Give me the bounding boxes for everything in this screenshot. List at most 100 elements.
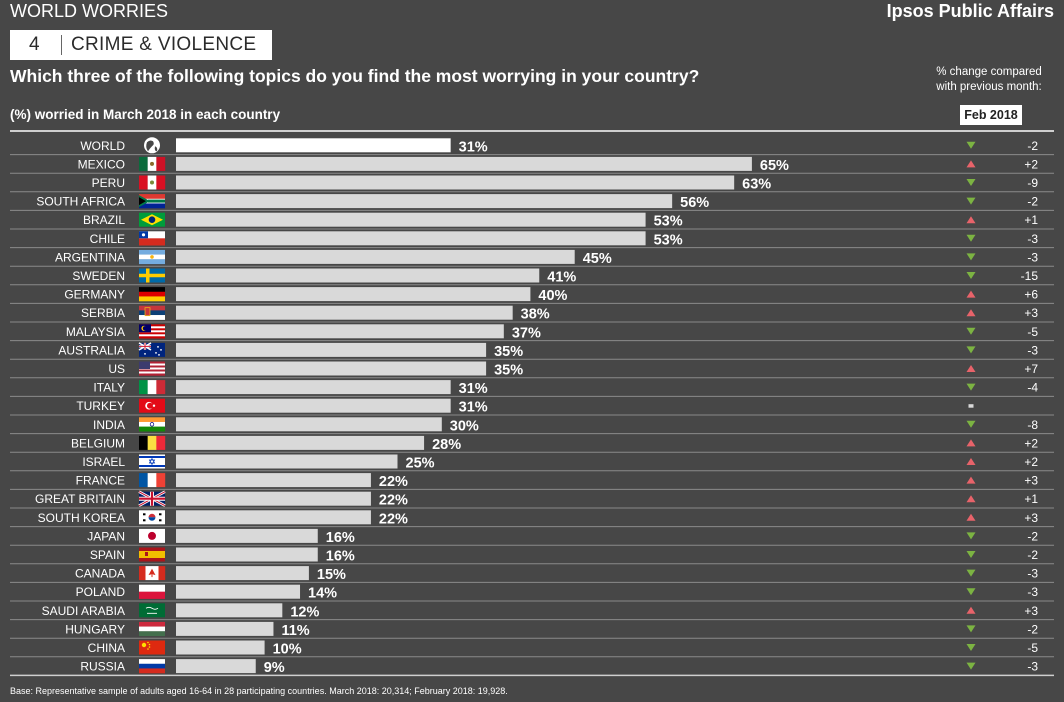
header-divider bbox=[10, 130, 1054, 132]
change-value: -9 bbox=[1027, 176, 1038, 190]
change-up-icon bbox=[966, 365, 976, 372]
bar bbox=[176, 454, 398, 469]
bar bbox=[176, 640, 265, 655]
change-value: -2 bbox=[1027, 622, 1038, 636]
change-value: +3 bbox=[1024, 474, 1038, 488]
category-label: TURKEY bbox=[76, 399, 125, 413]
value-label: 28% bbox=[432, 437, 461, 453]
change-note-line1: % change compared bbox=[936, 66, 1042, 78]
change-up-icon bbox=[966, 458, 976, 465]
change-value: -5 bbox=[1027, 325, 1038, 339]
value-label: 65% bbox=[760, 158, 789, 174]
change-up-icon bbox=[966, 309, 976, 317]
change-up-icon bbox=[966, 290, 976, 298]
change-up-icon bbox=[966, 513, 976, 521]
chart-row: SAUDI ARABIA 12% +3 bbox=[10, 600, 1054, 620]
category-label: HUNGARY bbox=[65, 622, 125, 636]
chart-row: GERMANY 40% +6 bbox=[10, 284, 1054, 304]
china-flag-icon bbox=[139, 640, 165, 655]
change-value: -4 bbox=[1027, 381, 1038, 395]
category-label: CHINA bbox=[88, 641, 125, 655]
bar bbox=[176, 268, 540, 283]
value-label: 16% bbox=[326, 549, 355, 565]
change-value: +1 bbox=[1024, 492, 1038, 506]
change-value: -3 bbox=[1027, 585, 1038, 599]
chart-row: HUNGARY 11% -2 bbox=[10, 619, 1054, 639]
value-label: 35% bbox=[494, 344, 523, 360]
turkey-flag-icon bbox=[139, 398, 165, 413]
question-title: Which three of the following topics do y… bbox=[10, 66, 700, 86]
category-label: ITALY bbox=[93, 381, 125, 395]
brand-name: Ipsos Public Affairs bbox=[886, 1, 1054, 21]
south-africa-flag-icon bbox=[139, 194, 165, 209]
chart-row: ARGENTINA 45% -3 bbox=[10, 247, 1054, 267]
category-label: ARGENTINA bbox=[55, 250, 125, 264]
change-value: -3 bbox=[1027, 343, 1038, 357]
australia-flag-icon bbox=[138, 342, 165, 357]
bar bbox=[176, 380, 451, 395]
israel-flag-icon bbox=[139, 454, 165, 469]
bar bbox=[176, 603, 283, 618]
category-label: FRANCE bbox=[76, 474, 125, 488]
italy-flag-icon bbox=[139, 380, 166, 395]
india-flag-icon bbox=[139, 417, 165, 432]
change-value: -2 bbox=[1027, 548, 1038, 562]
chart-row: CANADA 15% -3 bbox=[10, 563, 1054, 583]
change-value: -8 bbox=[1027, 418, 1038, 432]
great-britain-flag-icon bbox=[138, 490, 166, 507]
category-label: SPAIN bbox=[90, 548, 125, 562]
change-value: -2 bbox=[1027, 529, 1038, 543]
belgium-flag-icon bbox=[139, 435, 166, 450]
bar bbox=[176, 659, 256, 674]
value-label: 11% bbox=[281, 623, 309, 639]
bar bbox=[176, 566, 309, 581]
change-down-icon bbox=[966, 644, 976, 651]
value-label: 41% bbox=[547, 270, 576, 286]
section-label: WORLD WORRIES bbox=[10, 1, 169, 21]
chart-row: SOUTH KOREA 22% +3 bbox=[10, 507, 1054, 527]
chart-subtitle: (%) worried in March 2018 in each countr… bbox=[10, 107, 281, 122]
change-up-icon bbox=[966, 606, 976, 614]
no-change-icon bbox=[968, 404, 974, 408]
change-down-icon bbox=[966, 197, 976, 205]
category-label: INDIA bbox=[93, 418, 125, 432]
chart-row: ISRAEL 25% +2 bbox=[10, 451, 1054, 472]
chart-row: SWEDEN 41% -15 bbox=[10, 265, 1054, 286]
value-label: 22% bbox=[379, 474, 408, 490]
bar bbox=[176, 473, 371, 488]
chart-row: US 35% +7 bbox=[10, 358, 1054, 379]
topic-divider bbox=[61, 35, 62, 55]
change-value: -2 bbox=[1027, 195, 1038, 209]
change-up-icon bbox=[966, 160, 976, 168]
change-value: -3 bbox=[1027, 660, 1038, 674]
bar bbox=[176, 249, 575, 264]
category-label: WORLD bbox=[80, 139, 125, 153]
bar bbox=[176, 528, 318, 543]
hungary-flag-icon bbox=[139, 621, 165, 637]
chart-row: FRANCE 22% +3 bbox=[10, 470, 1054, 490]
category-label: AUSTRALIA bbox=[58, 343, 125, 357]
globe-icon bbox=[144, 137, 160, 154]
change-value: +3 bbox=[1024, 511, 1038, 525]
bar bbox=[176, 398, 451, 413]
bar bbox=[176, 212, 646, 227]
bar bbox=[176, 547, 318, 562]
topic-number: 4 bbox=[29, 34, 40, 55]
change-down-icon bbox=[966, 327, 976, 335]
category-label: CHILE bbox=[90, 232, 125, 246]
footnote: Base: Representative sample of adults ag… bbox=[10, 686, 508, 696]
change-value: +3 bbox=[1024, 604, 1038, 618]
serbia-flag-icon bbox=[139, 305, 165, 320]
bar bbox=[176, 342, 487, 357]
category-label: BRAZIL bbox=[83, 213, 125, 227]
chart-row: BELGIUM 28% +2 bbox=[10, 433, 1054, 453]
malaysia-flag-icon bbox=[139, 324, 165, 339]
value-label: 63% bbox=[742, 177, 771, 193]
category-label: GREAT BRITAIN bbox=[35, 492, 125, 506]
change-note-line2: with previous month: bbox=[936, 81, 1042, 93]
chart-row: CHINA 10% -5 bbox=[10, 637, 1054, 658]
category-label: CANADA bbox=[75, 567, 125, 581]
chart-row: SOUTH AFRICA 56% -2 bbox=[10, 191, 1054, 211]
change-down-icon bbox=[966, 662, 976, 670]
